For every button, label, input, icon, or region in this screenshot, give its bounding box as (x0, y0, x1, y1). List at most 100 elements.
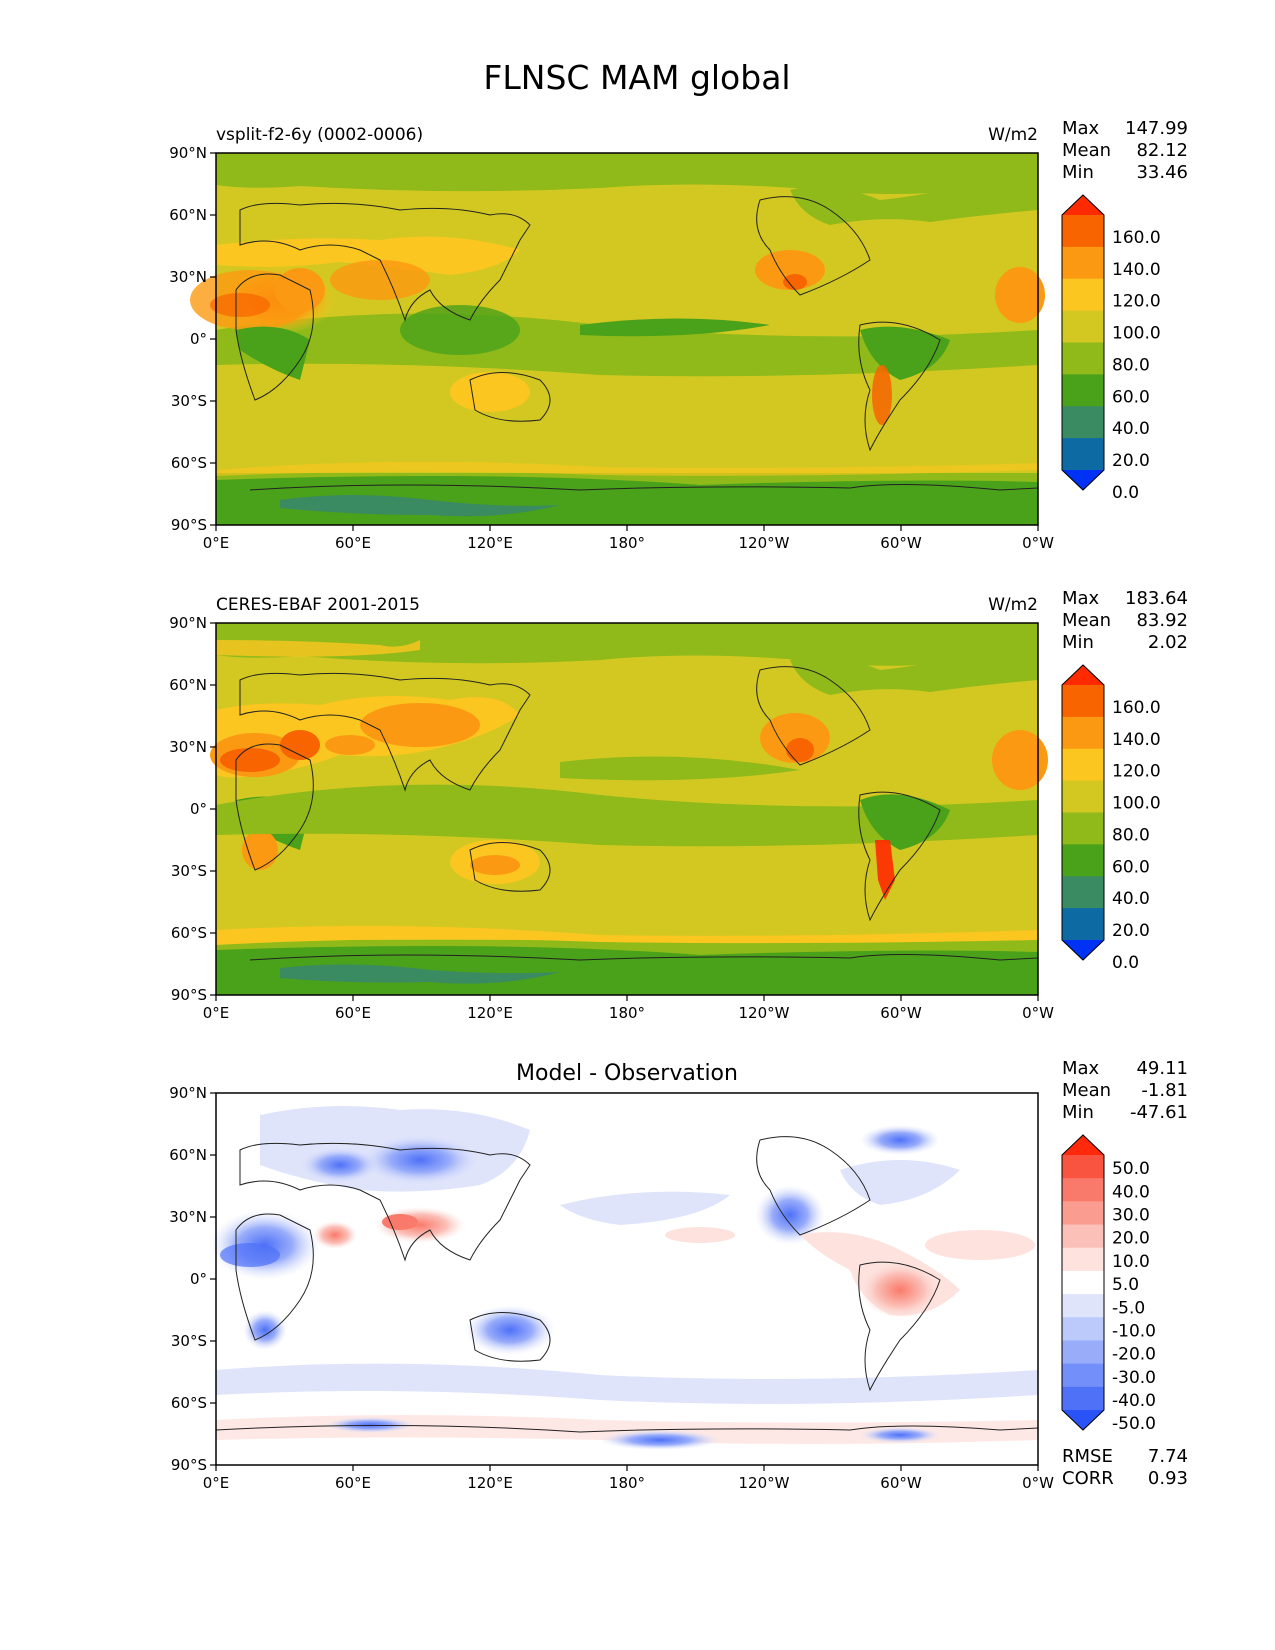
y-tick-label: 30°S (171, 392, 207, 410)
x-tick-label: 180° (609, 1004, 645, 1022)
y-tick-label: 60°S (171, 924, 207, 942)
colorbar-label: 40.0 (1112, 1182, 1150, 1202)
stat-value: -47.61 (1130, 1102, 1188, 1123)
colorbar-swatch (1062, 1201, 1104, 1226)
colorbar-swatch (1062, 812, 1104, 845)
colorbar-swatch (1062, 438, 1104, 471)
stat-label: Min (1062, 632, 1094, 653)
stat-label: Min (1062, 1102, 1094, 1123)
y-tick-label: 90°S (171, 516, 207, 534)
colorbar-label: 50.0 (1112, 1159, 1150, 1179)
stat-value: 49.11 (1136, 1058, 1188, 1079)
colorbar-label: 80.0 (1112, 825, 1150, 845)
map-field (210, 623, 1048, 995)
x-tick-label: 120°E (467, 534, 513, 552)
colorbar-label: 0.0 (1112, 483, 1139, 503)
colorbar-label: 20.0 (1112, 921, 1150, 941)
map-field (190, 153, 1045, 525)
colorbar: 50.0 40.0 30.0 20.0 10.0 5.0 -5.0 -10.0 -20.0 -30… (1061, 1134, 1156, 1434)
panel-title-left: CERES-EBAF 2001-2015 (216, 595, 420, 615)
colorbar-swatch (1062, 780, 1104, 813)
stat-value: 147.99 (1125, 118, 1188, 139)
x-tick-label: 0°E (203, 534, 230, 552)
y-axis: 90°N 60°N 30°N 0° 30°S 60°S 90°S (169, 1084, 216, 1474)
y-tick-label: 30°N (169, 738, 207, 756)
colorbar-extend-max (1062, 1135, 1104, 1155)
y-tick-label: 30°S (171, 1332, 207, 1350)
colorbar-swatch (1062, 748, 1104, 782)
y-tick-label: 30°N (169, 1208, 207, 1226)
x-tick-label: 0°W (1022, 534, 1054, 552)
y-tick-label: 90°N (169, 614, 207, 632)
colorbar-swatch (1062, 1155, 1104, 1179)
stat-label: Mean (1062, 140, 1111, 161)
rmse-value: 7.74 (1148, 1446, 1188, 1467)
colorbar-swatch (1062, 1340, 1104, 1365)
colorbar-outline (1061, 194, 1105, 491)
stat-label: Min (1062, 162, 1094, 183)
stat-value: 33.46 (1136, 162, 1188, 183)
colorbar-label: 140.0 (1112, 260, 1161, 280)
x-tick-label: 60°E (335, 1004, 371, 1022)
stat-value: 83.92 (1136, 610, 1188, 631)
colorbar-swatch (1062, 1247, 1104, 1272)
colorbar-swatch (1062, 1224, 1104, 1249)
y-axis: 90°N 60°N 30°N 0° 30°S 60°S 90°S (169, 614, 216, 1004)
colorbar-label: 100.0 (1112, 324, 1161, 344)
y-tick-label: 60°N (169, 1146, 207, 1164)
colorbar-label: 5.0 (1112, 1275, 1139, 1295)
x-tick-label: 120°W (739, 534, 790, 552)
stat-label: Mean (1062, 1080, 1111, 1101)
colorbar: 160.0 140.0 120.0 100.0 80.0 60.0 40.0 20.0 0.0 (1061, 194, 1161, 503)
x-tick-label: 0°W (1022, 1004, 1054, 1022)
colorbar-swatch (1062, 716, 1104, 750)
colorbar-extend-min (1062, 470, 1104, 490)
colorbar-label: -30.0 (1112, 1368, 1156, 1388)
y-tick-label: 90°S (171, 1456, 207, 1474)
colorbar-swatch (1062, 374, 1104, 407)
colorbar-swatch (1062, 278, 1104, 312)
stat-label: Mean (1062, 610, 1111, 631)
colorbar-swatch (1062, 908, 1104, 941)
colorbar-label: 100.0 (1112, 794, 1161, 814)
colorbar-label: 10.0 (1112, 1252, 1150, 1272)
rmse-label: RMSE (1062, 1446, 1113, 1467)
x-tick-label: 0°E (203, 1004, 230, 1022)
corr-label: CORR (1062, 1468, 1114, 1489)
x-tick-label: 120°E (467, 1474, 513, 1492)
colorbar-swatch (1062, 246, 1104, 280)
x-axis: 0°E 60°E 120°E 180° 120°W 60°W 0°W (203, 525, 1054, 552)
colorbar-label: -5.0 (1112, 1298, 1145, 1318)
colorbar-swatch (1062, 685, 1104, 718)
colorbar-label: -40.0 (1112, 1391, 1156, 1411)
stat-label: Max (1062, 1058, 1100, 1079)
map-field (210, 1093, 1039, 1465)
x-axis: 0°E 60°E 120°E 180° 120°W 60°W 0°W (203, 1465, 1054, 1492)
colorbar-extend-max (1062, 665, 1104, 685)
colorbar-outline (1061, 1134, 1105, 1431)
colorbar-swatch (1062, 1386, 1104, 1411)
colorbar-extend-min (1062, 1410, 1104, 1430)
colorbar-swatch (1062, 342, 1104, 375)
colorbar-label: 120.0 (1112, 292, 1161, 312)
y-tick-label: 60°N (169, 676, 207, 694)
stat-label: Max (1062, 118, 1100, 139)
x-tick-label: 60°W (880, 1004, 922, 1022)
x-tick-label: 120°W (739, 1474, 790, 1492)
colorbar-label: 140.0 (1112, 730, 1161, 750)
colorbar-label: 30.0 (1112, 1206, 1150, 1226)
y-tick-label: 30°S (171, 862, 207, 880)
colorbar-label: 60.0 (1112, 857, 1150, 877)
colorbar-label: 160.0 (1112, 228, 1161, 248)
colorbar-label: 40.0 (1112, 419, 1150, 439)
stats-block: Max 183.64 Mean 83.92 Min 2.02 (1062, 588, 1188, 653)
stat-value: 82.12 (1136, 140, 1188, 161)
x-tick-label: 120°W (739, 1004, 790, 1022)
panel-observation: CERES-EBAF 2001-2015 W/m2 (169, 588, 1188, 1022)
stat-value: 183.64 (1125, 588, 1188, 609)
colorbar-swatch (1062, 1294, 1104, 1318)
figure-title: FLNSC MAM global (483, 58, 790, 97)
colorbar-label: 0.0 (1112, 953, 1139, 973)
x-tick-label: 120°E (467, 1004, 513, 1022)
